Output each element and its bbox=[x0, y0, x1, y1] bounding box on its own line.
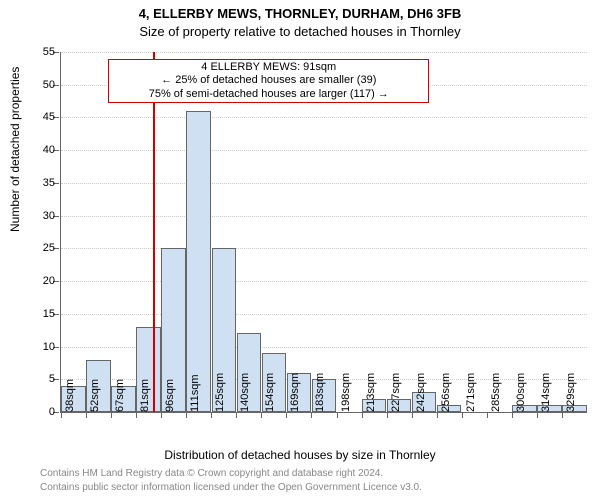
y-tick-label: 55 bbox=[27, 46, 55, 58]
chart-container: { "chart": { "type": "histogram", "title… bbox=[0, 0, 600, 500]
x-tick-label: 256sqm bbox=[440, 373, 452, 412]
y-tick-label: 35 bbox=[27, 177, 55, 189]
x-tick bbox=[512, 412, 513, 418]
grid-line bbox=[61, 281, 587, 282]
x-tick bbox=[61, 412, 62, 418]
x-tick bbox=[211, 412, 212, 418]
x-tick-label: 111sqm bbox=[189, 374, 201, 412]
x-tick-label: 300sqm bbox=[515, 373, 527, 412]
x-tick-label: 329sqm bbox=[565, 373, 577, 412]
grid-line bbox=[61, 150, 587, 151]
grid-line bbox=[61, 248, 587, 249]
x-tick bbox=[387, 412, 388, 418]
x-axis-label: Distribution of detached houses by size … bbox=[0, 448, 600, 462]
x-tick bbox=[86, 412, 87, 418]
marker-line bbox=[153, 52, 155, 412]
footer-copyright-2: Contains public sector information licen… bbox=[40, 482, 422, 493]
x-tick-label: 285sqm bbox=[490, 373, 502, 412]
y-tick-label: 50 bbox=[27, 79, 55, 91]
x-tick-label: 52sqm bbox=[89, 379, 101, 412]
x-tick bbox=[286, 412, 287, 418]
y-axis-label: Number of detached properties bbox=[8, 67, 22, 232]
x-tick bbox=[136, 412, 137, 418]
x-tick bbox=[261, 412, 262, 418]
x-tick bbox=[412, 412, 413, 418]
x-tick-label: 67sqm bbox=[114, 379, 126, 412]
x-tick-label: 81sqm bbox=[139, 379, 151, 412]
x-tick-label: 140sqm bbox=[239, 373, 251, 412]
x-tick bbox=[537, 412, 538, 418]
x-tick-label: 271sqm bbox=[465, 373, 477, 412]
grid-line bbox=[61, 117, 587, 118]
x-tick bbox=[362, 412, 363, 418]
y-tick-label: 5 bbox=[27, 373, 55, 385]
grid-line bbox=[61, 314, 587, 315]
x-tick bbox=[462, 412, 463, 418]
x-tick-label: 227sqm bbox=[390, 373, 402, 412]
x-tick bbox=[236, 412, 237, 418]
y-tick-label: 45 bbox=[27, 111, 55, 123]
y-tick-label: 20 bbox=[27, 275, 55, 287]
x-tick bbox=[437, 412, 438, 418]
annotation-box: 4 ELLERBY MEWS: 91sqm← 25% of detached h… bbox=[108, 59, 429, 103]
y-tick-label: 40 bbox=[27, 144, 55, 156]
x-tick-label: 169sqm bbox=[289, 373, 301, 412]
x-tick-label: 125sqm bbox=[214, 373, 226, 412]
chart-title-address: 4, ELLERBY MEWS, THORNLEY, DURHAM, DH6 3… bbox=[0, 6, 600, 21]
x-tick-label: 183sqm bbox=[314, 373, 326, 412]
x-tick-label: 96sqm bbox=[164, 379, 176, 412]
y-tick-label: 15 bbox=[27, 308, 55, 320]
x-tick-label: 213sqm bbox=[365, 373, 377, 412]
x-tick bbox=[311, 412, 312, 418]
x-tick bbox=[111, 412, 112, 418]
y-tick-label: 0 bbox=[27, 406, 55, 418]
x-tick-label: 314sqm bbox=[540, 373, 552, 412]
chart-title-subtitle: Size of property relative to detached ho… bbox=[0, 24, 600, 39]
grid-line bbox=[61, 52, 587, 53]
x-tick-label: 38sqm bbox=[64, 379, 76, 412]
histogram-bar bbox=[186, 111, 211, 412]
y-tick-label: 25 bbox=[27, 242, 55, 254]
grid-line bbox=[61, 183, 587, 184]
grid-line bbox=[61, 216, 587, 217]
annotation-line3: 75% of semi-detached houses are larger (… bbox=[113, 88, 424, 101]
y-tick-label: 30 bbox=[27, 210, 55, 222]
x-tick bbox=[337, 412, 338, 418]
plot-area: 051015202530354045505538sqm52sqm67sqm81s… bbox=[60, 52, 587, 413]
annotation-line1: 4 ELLERBY MEWS: 91sqm bbox=[113, 61, 424, 74]
x-tick bbox=[562, 412, 563, 418]
annotation-line2: ← 25% of detached houses are smaller (39… bbox=[113, 74, 424, 87]
y-tick-label: 10 bbox=[27, 341, 55, 353]
x-tick-label: 242sqm bbox=[415, 373, 427, 412]
x-tick-label: 198sqm bbox=[340, 373, 352, 412]
footer-copyright-1: Contains HM Land Registry data © Crown c… bbox=[40, 468, 383, 479]
x-tick bbox=[161, 412, 162, 418]
x-tick bbox=[186, 412, 187, 418]
x-tick bbox=[487, 412, 488, 418]
x-tick-label: 154sqm bbox=[264, 373, 276, 412]
